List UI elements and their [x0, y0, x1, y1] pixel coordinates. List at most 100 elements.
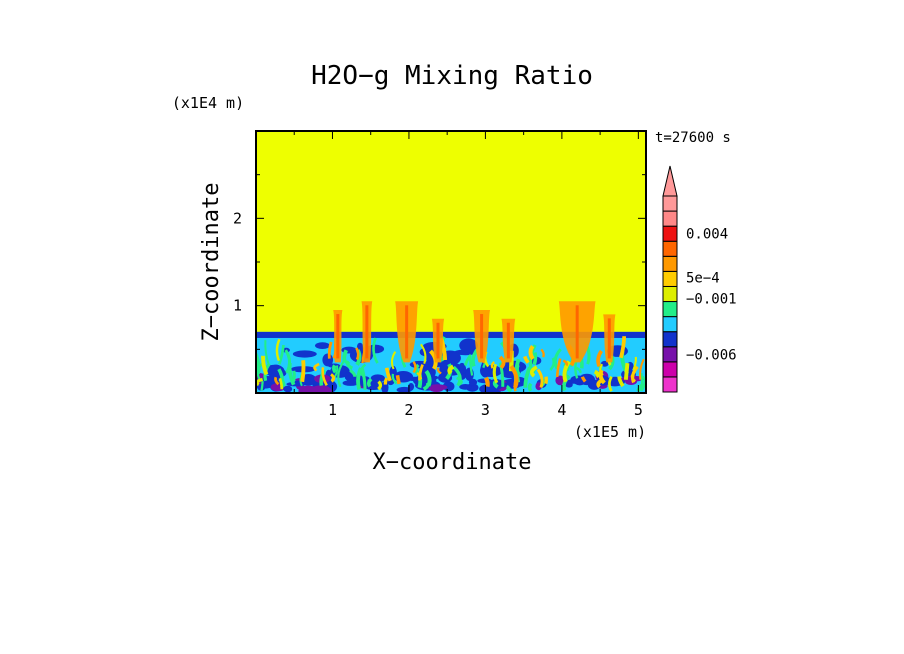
colorbar-segment: [662, 346, 678, 363]
x-axis-label: X−coordinate: [373, 450, 532, 475]
filament-warm: [608, 376, 613, 392]
filament-warm: [593, 369, 600, 379]
plot-area: [256, 131, 646, 393]
filament-warm: [580, 376, 587, 383]
colorbar-segment: [662, 255, 678, 272]
filament-warm: [261, 355, 269, 376]
plume: [501, 318, 516, 363]
y-axis-label: Z−coordinate: [199, 183, 224, 342]
colorbar-segment: [662, 225, 678, 242]
x-tick-label: 2: [404, 401, 413, 419]
colorbar-segment: [662, 301, 678, 318]
filament-warm: [418, 364, 424, 381]
filament-green: [452, 365, 462, 387]
colorbar-segment: [662, 361, 678, 378]
colorbar-label: 0.004: [686, 227, 728, 243]
filament-green: [527, 382, 533, 392]
filament-warm: [383, 377, 389, 385]
filament-warm: [555, 358, 562, 377]
plume: [431, 318, 445, 363]
x-tick-label: 4: [557, 401, 566, 419]
filament-green: [463, 354, 472, 366]
plume: [333, 310, 343, 363]
filament-warm: [447, 364, 455, 375]
colorbar-segment: [662, 210, 678, 227]
filament-warm: [492, 363, 499, 384]
filament-green: [391, 373, 398, 385]
colorbar-label: −0.006: [686, 347, 737, 363]
eddy-dark: [565, 379, 582, 384]
filament-green: [367, 377, 373, 388]
x-tick-label: 3: [481, 401, 490, 419]
filament-warm: [420, 343, 427, 365]
plume: [473, 310, 490, 363]
filament-green: [553, 348, 562, 370]
filament-green: [532, 352, 538, 366]
axis-ticks: 1 2 3 4 5 1 2: [233, 130, 646, 419]
filament-green: [287, 362, 296, 386]
plume: [361, 301, 373, 363]
filament-warm: [523, 355, 530, 364]
eddy-dark: [555, 375, 566, 386]
colorbar-segment: [662, 316, 678, 333]
filament-warm: [384, 367, 392, 382]
filament-warm: [274, 376, 280, 386]
filament-warm: [300, 360, 306, 383]
filament-warm: [377, 380, 383, 391]
colorbar-segment: [662, 285, 678, 303]
filament-green: [575, 366, 582, 374]
eddy-dark: [283, 385, 293, 393]
filament-green: [346, 360, 354, 370]
filament-warm: [498, 355, 506, 370]
plume: [558, 301, 596, 363]
colorbar-segment: [662, 240, 678, 257]
y-tick-label: 2: [233, 209, 242, 227]
inversion-edge: [256, 337, 646, 341]
filament-green: [471, 348, 479, 367]
plume: [603, 314, 616, 363]
colorbar: 0.004 5e−4 −0.001 −0.006: [662, 165, 737, 393]
filament-warm: [540, 348, 545, 358]
filament-warm: [596, 349, 603, 368]
eddy-blue: [459, 338, 478, 353]
filament-warm: [536, 368, 544, 388]
filament-green: [549, 357, 556, 371]
x-tick-label: 5: [634, 401, 643, 419]
eddy-blue: [322, 353, 334, 367]
filament-warm: [544, 376, 548, 385]
filament-green: [349, 369, 357, 377]
colorbar-segment: [662, 331, 678, 348]
eddy-blue: [314, 342, 330, 349]
colorbar-segment: [662, 270, 678, 287]
filament-green: [278, 344, 285, 365]
plumes: [333, 301, 616, 363]
colorbar-segment: [662, 195, 678, 212]
colorbar-extend-arrow: [662, 165, 678, 197]
filament-green: [356, 367, 363, 391]
filament-warm: [275, 338, 281, 361]
filament-warm: [327, 341, 333, 359]
filament-warm: [313, 362, 320, 372]
filament-warm: [490, 361, 495, 369]
filament-green: [291, 370, 296, 382]
filament-warm: [562, 359, 569, 367]
filament-green: [260, 381, 264, 391]
plume: [395, 301, 419, 363]
x-scale-label: (x1E5 m): [574, 423, 646, 441]
filament-green: [360, 368, 367, 390]
filament-green: [337, 360, 345, 388]
eddy-dark: [396, 386, 412, 393]
filament-green: [562, 374, 571, 392]
eddy-dark: [298, 385, 318, 393]
eddy-blue: [292, 350, 317, 358]
filament-green: [372, 337, 379, 364]
filament-warm: [617, 376, 625, 388]
filament-warm: [355, 347, 360, 361]
filament-warm: [484, 376, 490, 387]
colorbar-segment: [662, 376, 678, 393]
filament-warm: [321, 367, 328, 386]
time-label: t=27600 s: [655, 130, 731, 146]
filament-warm: [330, 373, 336, 383]
eddy-dark: [427, 384, 448, 391]
